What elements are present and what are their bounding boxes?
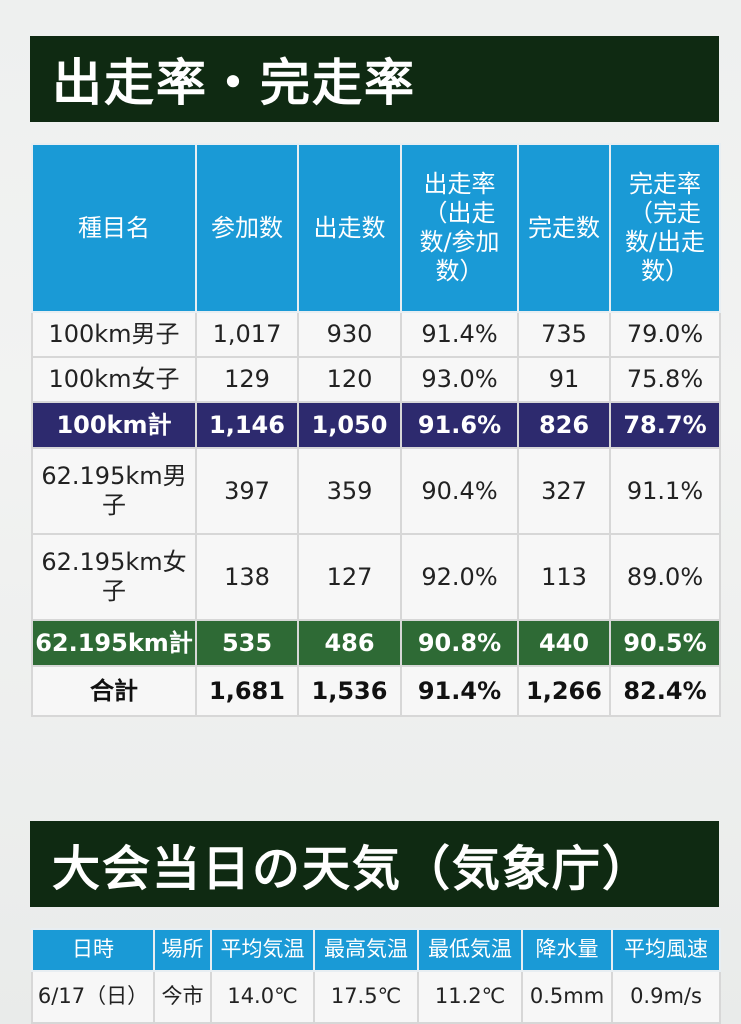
- header-start-rate: 出走率 （出走 数/参加 数）: [400, 143, 519, 313]
- cell-starters: 930: [297, 311, 402, 358]
- header-datetime: 日時: [31, 928, 155, 972]
- header-min-temp: 最低気温: [417, 928, 523, 972]
- cell-entries: 1,146: [195, 401, 299, 449]
- participation-table: 種目名 参加数 出走数 出走率 （出走 数/参加 数） 完走数 完走率 （完走 …: [31, 143, 721, 717]
- cell-avg-wind: 0.9m/s: [611, 970, 721, 1024]
- header-avg-temp: 平均気温: [210, 928, 315, 972]
- cell-finishers: 1,266: [517, 665, 611, 717]
- header-entries: 参加数: [195, 143, 299, 313]
- cell-start-rate: 92.0%: [400, 533, 519, 621]
- section-title-participation: 出走率・完走率: [30, 36, 719, 122]
- table-row: 62.195km女子 138 127 92.0% 113 89.0%: [31, 533, 721, 621]
- table-row: 62.195km男子 397 359 90.4% 327 91.1%: [31, 447, 721, 535]
- cell-event: 合計: [31, 665, 197, 717]
- cell-finish-rate: 79.0%: [609, 311, 721, 358]
- cell-finish-rate: 89.0%: [609, 533, 721, 621]
- cell-start-rate: 91.4%: [400, 665, 519, 717]
- weather-header-row: 日時 場所 平均気温 最高気温 最低気温 降水量 平均風速: [31, 928, 721, 972]
- cell-starters: 1,536: [297, 665, 402, 717]
- cell-starters: 486: [297, 619, 402, 667]
- section-title-weather: 大会当日の天気（気象庁）: [30, 821, 719, 907]
- table-row: 100km女子 129 120 93.0% 91 75.8%: [31, 356, 721, 403]
- cell-event: 62.195km計: [31, 619, 197, 667]
- cell-entries: 1,017: [195, 311, 299, 358]
- cell-precipitation: 0.5mm: [521, 970, 613, 1024]
- header-location: 場所: [153, 928, 212, 972]
- table-header-row: 種目名 参加数 出走数 出走率 （出走 数/参加 数） 完走数 完走率 （完走 …: [31, 143, 721, 313]
- header-finish-rate: 完走率 （完走 数/出走 数）: [609, 143, 721, 313]
- cell-location: 今市: [153, 970, 212, 1024]
- cell-entries: 129: [195, 356, 299, 403]
- cell-event: 62.195km女子: [31, 533, 197, 621]
- cell-datetime: 6/17（日）: [31, 970, 155, 1024]
- cell-finishers: 440: [517, 619, 611, 667]
- header-starters: 出走数: [297, 143, 402, 313]
- cell-entries: 138: [195, 533, 299, 621]
- cell-finish-rate: 91.1%: [609, 447, 721, 535]
- weather-table: 日時 場所 平均気温 最高気温 最低気温 降水量 平均風速 6/17（日） 今市…: [31, 928, 721, 1024]
- cell-entries: 1,681: [195, 665, 299, 717]
- cell-start-rate: 91.4%: [400, 311, 519, 358]
- cell-finishers: 327: [517, 447, 611, 535]
- cell-avg-temp: 14.0℃: [210, 970, 315, 1024]
- cell-min-temp: 11.2℃: [417, 970, 523, 1024]
- header-finishers: 完走数: [517, 143, 611, 313]
- cell-starters: 359: [297, 447, 402, 535]
- cell-finish-rate: 78.7%: [609, 401, 721, 449]
- subtotal-row-100km: 100km計 1,146 1,050 91.6% 826 78.7%: [31, 401, 721, 449]
- cell-start-rate: 90.8%: [400, 619, 519, 667]
- cell-finishers: 113: [517, 533, 611, 621]
- cell-start-rate: 90.4%: [400, 447, 519, 535]
- subtotal-row-62km: 62.195km計 535 486 90.8% 440 90.5%: [31, 619, 721, 667]
- header-avg-wind: 平均風速: [611, 928, 721, 972]
- cell-event: 100km計: [31, 401, 197, 449]
- cell-starters: 127: [297, 533, 402, 621]
- cell-starters: 1,050: [297, 401, 402, 449]
- cell-finishers: 91: [517, 356, 611, 403]
- total-row: 合計 1,681 1,536 91.4% 1,266 82.4%: [31, 665, 721, 717]
- weather-row: 6/17（日） 今市 14.0℃ 17.5℃ 11.2℃ 0.5mm 0.9m/…: [31, 970, 721, 1024]
- cell-event: 100km男子: [31, 311, 197, 358]
- cell-finish-rate: 82.4%: [609, 665, 721, 717]
- cell-event: 100km女子: [31, 356, 197, 403]
- cell-start-rate: 91.6%: [400, 401, 519, 449]
- cell-starters: 120: [297, 356, 402, 403]
- cell-finishers: 735: [517, 311, 611, 358]
- cell-max-temp: 17.5℃: [313, 970, 419, 1024]
- header-max-temp: 最高気温: [313, 928, 419, 972]
- table-row: 100km男子 1,017 930 91.4% 735 79.0%: [31, 311, 721, 358]
- header-event-name: 種目名: [31, 143, 197, 313]
- cell-finish-rate: 75.8%: [609, 356, 721, 403]
- cell-start-rate: 93.0%: [400, 356, 519, 403]
- cell-entries: 535: [195, 619, 299, 667]
- cell-event: 62.195km男子: [31, 447, 197, 535]
- cell-finish-rate: 90.5%: [609, 619, 721, 667]
- cell-entries: 397: [195, 447, 299, 535]
- cell-finishers: 826: [517, 401, 611, 449]
- header-precipitation: 降水量: [521, 928, 613, 972]
